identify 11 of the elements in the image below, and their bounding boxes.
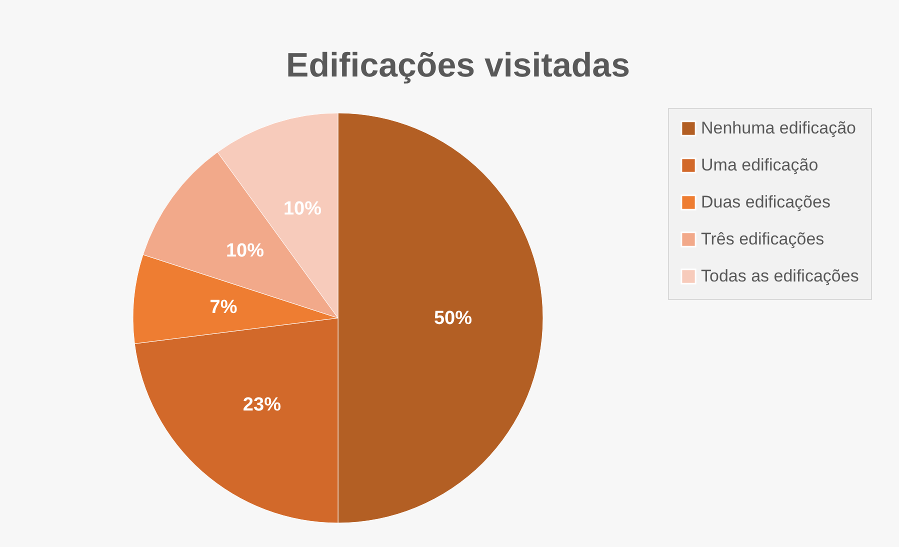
legend-label: Nenhuma edificação xyxy=(701,118,856,138)
data-label: 10% xyxy=(226,240,264,262)
data-label: 50% xyxy=(434,308,472,329)
data-label: 10% xyxy=(283,198,322,220)
data-label: 23% xyxy=(242,394,282,416)
legend-label: Três edificações xyxy=(701,230,824,248)
chart-title: Edificações visitadas xyxy=(286,46,630,84)
legend-label: Duas edificações xyxy=(701,192,830,212)
legend-label: Uma edificação xyxy=(701,156,818,174)
legend-label: Todas as edificações xyxy=(701,266,859,286)
data-label: 7% xyxy=(210,297,238,318)
